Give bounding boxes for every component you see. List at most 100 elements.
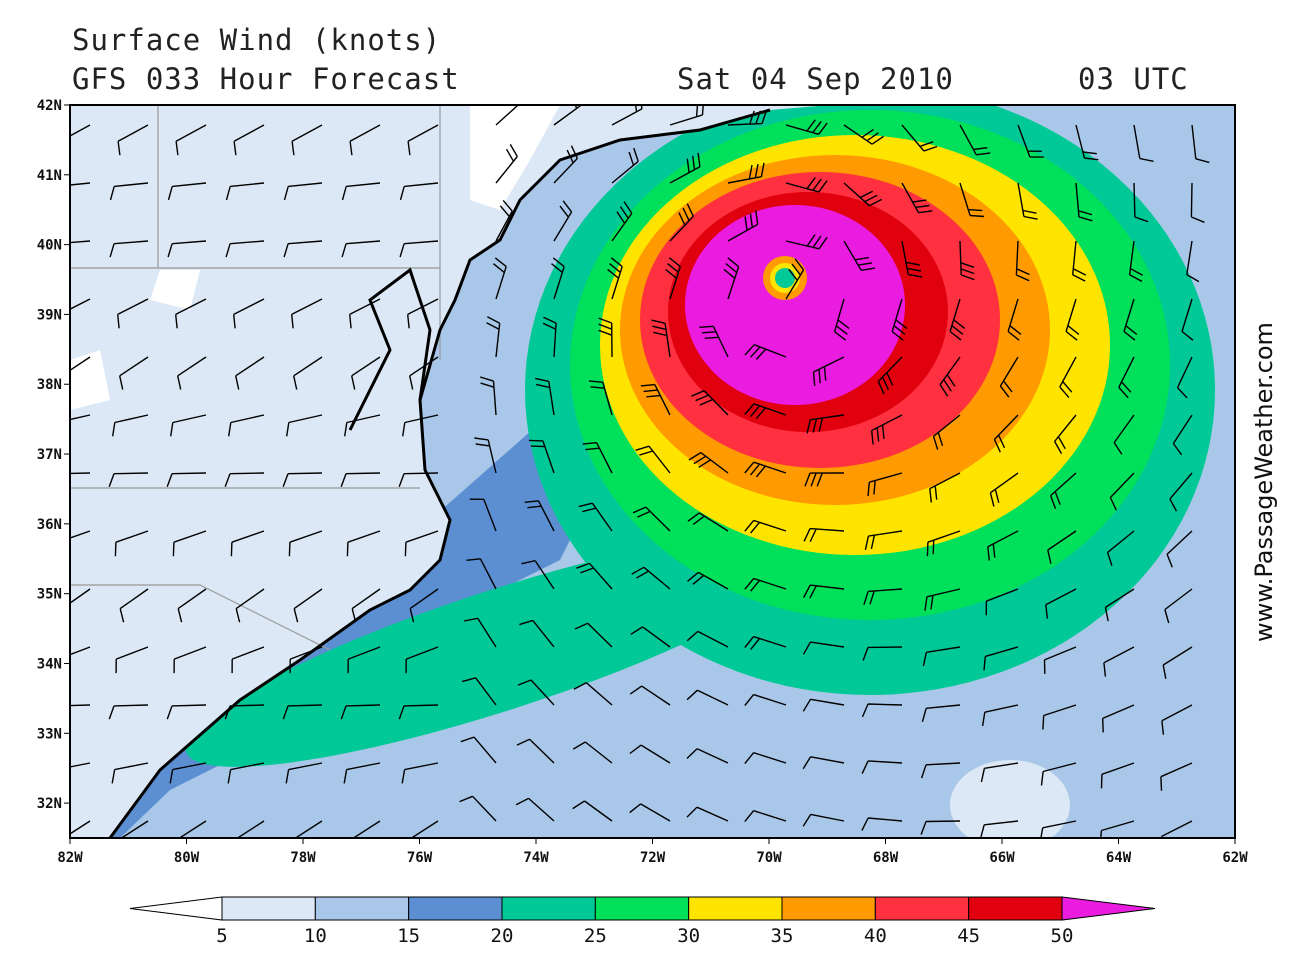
- colorbar-low: [129, 896, 223, 921]
- x-tick-label: 72W: [640, 850, 666, 866]
- x-tick-label: 66W: [989, 850, 1015, 866]
- wind-barb: [341, 240, 381, 258]
- colorbar-label: 25: [584, 925, 607, 947]
- wind-barb: [225, 182, 265, 201]
- wind-barb: [553, 200, 573, 242]
- wind-barb: [404, 530, 439, 557]
- x-tick-label: 76W: [407, 850, 433, 866]
- wind-barb: [1040, 762, 1077, 786]
- wind-barb: [401, 762, 439, 784]
- wind-barb: [294, 820, 323, 838]
- wind-barb: [233, 298, 265, 329]
- wind-barb: [691, 390, 729, 416]
- wind-barb: [901, 240, 923, 278]
- wind-barb: [170, 414, 207, 437]
- colorbar-high: [1061, 896, 1156, 921]
- wind-barb: [70, 414, 91, 421]
- wind-barb: [785, 258, 805, 300]
- wind-barb: [70, 762, 91, 768]
- wind-barb: [959, 124, 991, 156]
- wind-barb: [349, 298, 381, 329]
- wind-barb: [744, 461, 787, 478]
- wind-barb: [120, 820, 149, 838]
- wind-barb: [665, 257, 681, 300]
- wind-barb: [70, 356, 91, 372]
- wind-barb: [803, 584, 845, 599]
- wind-barb: [177, 356, 207, 390]
- wind-barb: [1017, 124, 1044, 158]
- wind-barb: [576, 562, 613, 590]
- wind-barb: [744, 344, 787, 360]
- wind-barb: [524, 500, 555, 532]
- wind-barb: [460, 736, 497, 764]
- wind-barb: [1045, 588, 1077, 619]
- y-tick-label: 33N: [37, 726, 62, 742]
- wind-barb: [669, 203, 694, 242]
- wind-barb: [932, 414, 961, 450]
- wind-barb: [985, 588, 1019, 616]
- time: 03 UTC: [1078, 62, 1189, 96]
- wind-barb: [286, 414, 323, 437]
- wind-barb: [346, 530, 381, 557]
- wind-barb: [402, 414, 439, 437]
- wind-barb: [285, 762, 323, 784]
- wind-barb: [495, 144, 518, 184]
- wind-barb: [117, 298, 149, 329]
- wind-barb: [70, 588, 91, 604]
- wind-barb: [341, 182, 381, 201]
- wind-barb: [572, 741, 613, 764]
- y-tick-label: 32N: [37, 796, 62, 812]
- x-tick-label: 62W: [1222, 850, 1248, 866]
- wind-barb: [1042, 704, 1077, 730]
- wind-barb: [1160, 762, 1193, 791]
- x-tick-label: 68W: [873, 850, 899, 866]
- wind-barb: [785, 234, 828, 250]
- wind-barb: [1103, 646, 1135, 677]
- wind-barb: [486, 316, 501, 358]
- wind-barb: [1172, 414, 1193, 456]
- colorbar-segment: [501, 896, 596, 921]
- wind-barb: [629, 803, 671, 822]
- wind-barb: [230, 530, 265, 557]
- colorbar-segment: [594, 896, 690, 921]
- wind-barb: [744, 693, 787, 706]
- colorbar-label: 15: [397, 925, 420, 947]
- wind-barb: [344, 414, 381, 437]
- wind-barb: [861, 760, 903, 774]
- wind-barb: [843, 240, 876, 271]
- wind-barb: [987, 530, 1019, 561]
- wind-barb: [70, 646, 91, 656]
- wind-barb: [167, 240, 207, 258]
- wind-barb: [686, 748, 729, 764]
- wind-barb: [1166, 530, 1193, 568]
- wind-barb: [1075, 182, 1093, 222]
- wind-barb: [901, 124, 938, 152]
- wind-barb: [611, 201, 633, 242]
- wind-barb: [515, 797, 555, 822]
- wind-barb: [70, 124, 91, 137]
- wind-barb: [686, 630, 729, 648]
- wind-barb: [1043, 646, 1077, 674]
- wind-barb: [112, 414, 149, 437]
- colorbar-label: 5: [216, 925, 227, 947]
- wind-barb: [466, 558, 497, 590]
- wind-barb: [519, 619, 555, 648]
- wind-barb: [291, 124, 323, 156]
- wind-barb: [640, 383, 671, 416]
- wind-barb: [1113, 414, 1135, 455]
- wind-barb: [611, 147, 639, 184]
- wind-barb: [1109, 472, 1135, 511]
- wind-barb: [744, 403, 787, 420]
- wind-barb: [688, 452, 729, 474]
- y-tick-label: 40N: [37, 238, 62, 254]
- wind-barb: [1162, 646, 1193, 679]
- wind-barb: [461, 677, 497, 706]
- wind-barb: [979, 820, 1019, 838]
- wind-barb: [224, 704, 265, 720]
- wind-barb: [291, 298, 323, 329]
- wind-barb: [833, 298, 850, 341]
- wind-barb: [351, 588, 381, 623]
- wind-barb: [607, 257, 623, 300]
- wind-barb: [70, 704, 91, 707]
- wind-barb: [803, 527, 845, 542]
